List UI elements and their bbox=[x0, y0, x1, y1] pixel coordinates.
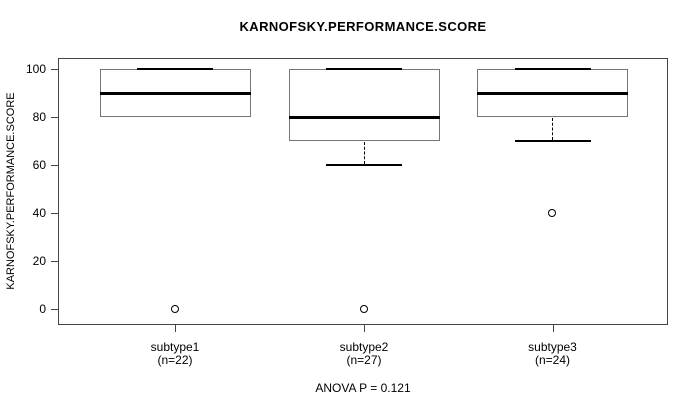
x-tick-mark bbox=[175, 325, 176, 332]
median-line-subtype1 bbox=[99, 91, 251, 95]
group-count: (n=24) bbox=[534, 353, 571, 367]
outlier-point bbox=[359, 304, 368, 313]
median-line-subtype2 bbox=[288, 115, 440, 119]
y-tick-label: 60 bbox=[32, 158, 46, 172]
y-tick-mark bbox=[51, 261, 58, 262]
y-tick-mark bbox=[51, 69, 58, 70]
y-tick-mark bbox=[51, 213, 58, 214]
group-name: subtype2 bbox=[339, 340, 389, 354]
y-tick-mark bbox=[51, 309, 58, 310]
y-tick-label: 100 bbox=[25, 62, 46, 76]
anova-footnote: ANOVA P = 0.121 bbox=[315, 381, 411, 395]
y-tick-label: 40 bbox=[32, 206, 46, 220]
median-line-subtype3 bbox=[477, 91, 628, 95]
y-tick-mark bbox=[51, 165, 58, 166]
y-tick-mark bbox=[51, 117, 58, 118]
group-count: (n=22) bbox=[157, 353, 193, 367]
y-tick-label: 0 bbox=[39, 302, 46, 316]
group-name: subtype3 bbox=[528, 340, 577, 354]
chart-title: KARNOFSKY.PERFORMANCE.SCORE bbox=[239, 19, 487, 34]
whisker-upper-staple bbox=[326, 68, 402, 70]
y-tick-label: 20 bbox=[32, 254, 46, 268]
whisker-lower-staple bbox=[514, 140, 591, 142]
whisker-lower bbox=[363, 142, 365, 164]
iqr-box-subtype2 bbox=[288, 69, 440, 141]
y-tick-label: 80 bbox=[32, 110, 46, 124]
whisker-upper-staple bbox=[514, 68, 591, 70]
x-tick-mark bbox=[552, 325, 554, 332]
outlier-point bbox=[170, 304, 179, 313]
x-tick-mark bbox=[364, 325, 365, 332]
x-group-label-subtype2: subtype2 (n=27) bbox=[284, 341, 444, 367]
x-group-label-subtype1: subtype1 (n=22) bbox=[95, 341, 255, 367]
outlier-point bbox=[548, 208, 556, 217]
group-count: (n=27) bbox=[346, 353, 382, 367]
group-name: subtype1 bbox=[150, 340, 200, 354]
whisker-upper-staple bbox=[137, 68, 213, 70]
whisker-lower bbox=[552, 118, 553, 140]
whisker-lower-staple bbox=[326, 164, 402, 166]
x-group-label-subtype3: subtype3 (n=24) bbox=[473, 341, 633, 367]
